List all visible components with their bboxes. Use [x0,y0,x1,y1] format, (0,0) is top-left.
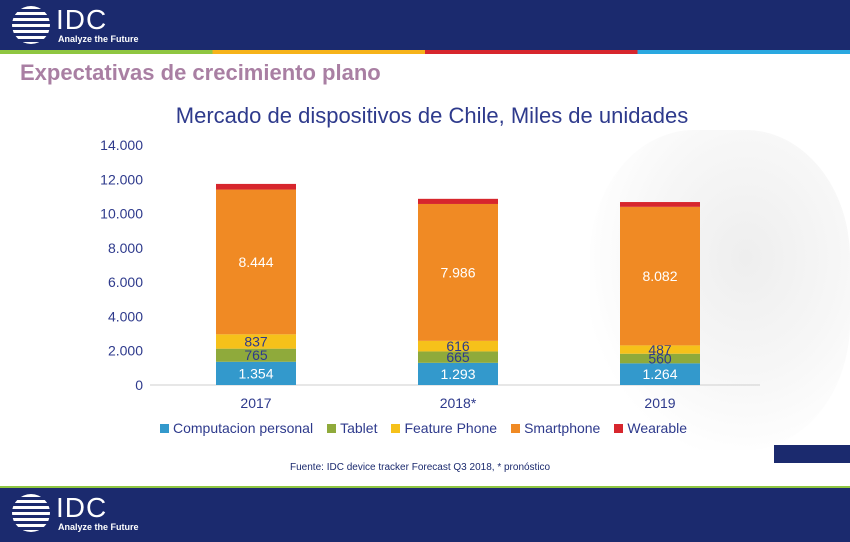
legend-swatch [614,423,624,433]
legend-swatch [511,423,521,433]
legend-label: Feature Phone [404,420,498,436]
data-label: 8.082 [642,268,677,284]
legend-item: Wearable [614,420,687,436]
y-tick-label: 14.000 [100,137,143,153]
legend-item: Tablet [327,420,377,436]
idc-logo-icon [12,494,50,532]
legend-label: Wearable [627,420,688,436]
source-note: Fuente: IDC device tracker Forecast Q3 2… [290,462,551,473]
legend-swatch [391,423,401,433]
data-label: 837 [244,334,268,350]
bar-segment-computacion-personal [418,362,498,385]
x-tick-label: 2019 [644,395,675,411]
data-label: 665 [446,349,470,365]
legend-item: Smartphone [511,420,600,436]
bar-segment-computacion-personal [216,361,296,385]
y-tick-label: 10.000 [100,206,143,222]
header-bar [0,0,850,50]
y-tick-label: 6.000 [108,274,143,290]
y-tick-label: 12.000 [100,171,143,187]
logo-tagline: Analyze the Future [58,522,139,532]
data-label: 765 [244,347,268,363]
legend-swatch [160,423,169,433]
legend-label: Smartphone [524,420,601,436]
footer-bar [0,488,850,542]
bar-segment-computacion-personal [620,363,700,385]
y-tick-label: 4.000 [108,308,143,324]
data-label: 560 [648,351,672,367]
footer-stripe [0,486,850,488]
bar-segment-wearable [216,183,296,190]
data-label: 8.444 [238,254,273,270]
bar-segment-tablet [418,351,498,363]
legend-label: Computacion personal [173,420,314,436]
data-label: 616 [446,338,470,354]
header-color-stripe [0,50,850,54]
bar-segment-tablet [620,353,700,364]
data-label: 487 [648,342,672,358]
bar-segment-feature-phone [418,340,498,352]
side-tab [774,445,850,463]
bar-segment-wearable [418,198,498,204]
data-label: 1.293 [440,366,475,382]
logo-tagline: Analyze the Future [58,34,139,44]
logo-wordmark: IDC [56,4,108,35]
bar-segment-smartphone [418,203,498,341]
bar-segment-smartphone [216,189,296,335]
idc-logo: IDC Analyze the Future [12,4,152,46]
legend-item: Feature Phone [391,420,497,436]
x-tick-label: 2018* [440,395,477,411]
x-tick-label: 2017 [240,395,271,411]
chart-title: Mercado de dispositivos de Chile, Miles … [175,103,689,128]
logo-wordmark: IDC [56,492,108,523]
chart-legend: Computacion personal Tablet Feature Phone S… [160,420,687,436]
bar-segment-feature-phone [216,334,296,349]
bar-segment-tablet [216,348,296,362]
legend-swatch [327,423,337,433]
idc-footer-logo: IDC Analyze the Future [12,492,152,534]
legend-label: Tablet [340,420,378,436]
y-tick-label: 0 [135,377,143,393]
slide-title: Expectativas de crecimiento plano [20,60,381,85]
data-label: 1.264 [642,366,677,382]
y-tick-label: 8.000 [108,240,143,256]
bar-segment-feature-phone [620,345,700,354]
y-axis: 0 2.000 4.000 6.000 8.000 10.000 12.000 14.000 [100,137,760,393]
idc-logo-icon [12,6,50,44]
y-tick-label: 2.000 [108,343,143,359]
x-axis: 2017 2018* 2019 [240,395,675,411]
bar-segment-smartphone [620,206,700,346]
data-label: 7.986 [440,264,475,280]
bar-segment-wearable [620,202,700,207]
data-label: 1.354 [238,365,273,381]
legend-item: Computacion personal [160,420,313,436]
